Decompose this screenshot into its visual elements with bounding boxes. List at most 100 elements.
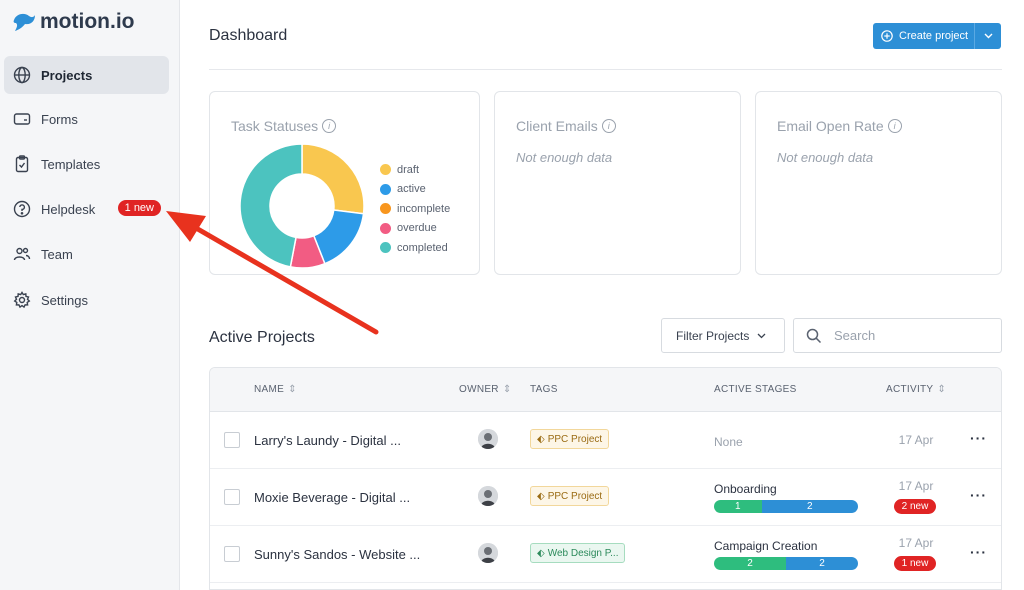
tag-icon: ⬖ <box>537 433 545 445</box>
sidebar-item-label: Settings <box>41 292 88 308</box>
tag-label: Web Design P... <box>547 547 619 559</box>
sidebar-item-settings[interactable]: Settings <box>4 281 169 319</box>
filter-projects-label: Filter Projects <box>676 328 750 343</box>
owner-avatar[interactable] <box>478 543 498 563</box>
card-title: Email Open Rate i <box>777 118 902 134</box>
column-label: ACTIVE STAGES <box>714 384 797 395</box>
card-title-text: Email Open Rate <box>777 118 884 134</box>
legend-swatch <box>380 164 391 176</box>
no-data-text: Not enough data <box>777 150 874 165</box>
legend-label: active <box>397 183 426 196</box>
more-options-icon[interactable]: ··· <box>970 544 987 560</box>
column-header-activity[interactable]: ACTIVITY ⇕ <box>886 384 946 395</box>
client-emails-card: Client Emails i Not enough data <box>494 91 741 275</box>
sort-icon: ⇕ <box>288 384 297 395</box>
info-icon[interactable]: i <box>322 119 337 133</box>
filter-projects-dropdown[interactable]: Filter Projects <box>661 318 785 353</box>
tag-label: PPC Project <box>547 490 603 502</box>
project-name[interactable]: Sunny's Sandos - Website ... <box>254 547 421 562</box>
row-checkbox[interactable] <box>224 489 240 505</box>
sidebar-item-templates[interactable]: Templates <box>4 145 169 183</box>
chevron-down-icon <box>984 33 992 39</box>
project-tag[interactable]: ⬖ PPC Project <box>530 486 610 506</box>
table-row[interactable]: Larry's Laundy - Digital ... ⬖ PPC Projec… <box>210 412 1001 469</box>
users-icon <box>13 247 31 261</box>
globe-icon <box>13 66 31 84</box>
column-header-owner[interactable]: OWNER ⇕ <box>459 384 512 395</box>
more-options-icon[interactable]: ··· <box>970 430 987 446</box>
no-data-text: Not enough data <box>516 150 613 165</box>
project-name[interactable]: Moxie Beverage - Digital ... <box>254 490 411 505</box>
stage-progress-bar: 1 2 <box>714 500 858 513</box>
sidebar-item-label: Forms <box>41 111 78 127</box>
legend-swatch <box>380 222 391 234</box>
main-content: Dashboard Create project Task Statuses i… <box>180 0 1024 590</box>
row-checkbox[interactable] <box>224 546 240 562</box>
legend-item-completed[interactable]: completed <box>380 238 450 258</box>
gear-icon <box>13 291 31 309</box>
create-project-main[interactable]: Create project <box>873 23 975 49</box>
donut-slice-completed[interactable] <box>240 144 303 268</box>
stage-segment-remaining: 2 <box>761 500 858 513</box>
table-row[interactable]: Moxie Beverage - Digital ... ⬖ PPC Projec… <box>210 469 1001 526</box>
active-stage: Onboarding <box>714 482 777 496</box>
search-box[interactable] <box>793 318 1002 353</box>
project-name[interactable]: Larry's Laundy - Digital ... <box>254 433 401 448</box>
owner-avatar[interactable] <box>478 486 498 506</box>
sort-icon: ⇕ <box>937 384 947 395</box>
search-input[interactable] <box>834 328 974 343</box>
activity-new-badge: 1 new <box>894 556 936 571</box>
row-checkbox[interactable] <box>224 432 240 448</box>
legend-item-active[interactable]: active <box>380 180 450 200</box>
column-header-name[interactable]: NAME ⇕ <box>254 384 297 395</box>
project-tag[interactable]: ⬖ PPC Project <box>530 429 610 449</box>
active-stage: Campaign Creation <box>714 539 818 553</box>
tag-label: PPC Project <box>547 433 603 445</box>
column-label: TAGS <box>530 384 558 395</box>
stage-segment-complete: 1 <box>714 500 762 513</box>
page-title: Dashboard <box>209 27 288 44</box>
logo[interactable]: motion.io <box>12 10 134 34</box>
stage-segment-remaining: 2 <box>786 557 858 570</box>
legend-swatch <box>380 242 391 254</box>
sidebar-item-projects[interactable]: Projects <box>4 56 169 94</box>
chevron-down-icon <box>757 333 766 338</box>
create-project-button[interactable]: Create project <box>873 23 1001 49</box>
sidebar-item-helpdesk[interactable]: Helpdesk 1 new <box>4 190 169 228</box>
sort-icon: ⇕ <box>502 384 512 395</box>
task-statuses-card: Task Statuses i draft active incomplete ove… <box>209 91 480 275</box>
donut-slice-draft[interactable] <box>301 144 364 215</box>
owner-avatar[interactable] <box>478 429 498 449</box>
sidebar-item-team[interactable]: Team <box>4 235 169 273</box>
task-status-donut <box>240 144 364 268</box>
avatar-image <box>478 429 498 449</box>
info-icon[interactable]: i <box>887 119 902 133</box>
table-header: NAME ⇕ OWNER ⇕ TAGS ACTIVE STAGES ACTIVITY… <box>210 368 1001 412</box>
card-title: Task Statuses i <box>231 118 337 134</box>
more-options-icon[interactable]: ··· <box>970 487 987 503</box>
table-row[interactable]: Sunny's Sandos - Website ... ⬖ Web Design… <box>210 526 1001 583</box>
sidebar-item-forms[interactable]: Forms <box>4 100 169 138</box>
legend-item-incomplete[interactable]: incomplete <box>380 199 450 219</box>
activity-date: 17 Apr <box>898 479 934 493</box>
activity-date: 17 Apr <box>898 536 934 550</box>
legend-item-draft[interactable]: draft <box>380 160 450 180</box>
tag-icon: ⬖ <box>537 490 545 502</box>
plus-circle-icon <box>881 30 893 42</box>
sidebar-item-label: Templates <box>41 156 101 172</box>
create-project-label: Create project <box>899 30 969 42</box>
logo-text: motion.io <box>40 10 135 33</box>
tag-icon: ⬖ <box>537 547 545 559</box>
create-project-dropdown[interactable] <box>975 23 1001 49</box>
helpdesk-new-badge: 1 new <box>117 200 161 216</box>
help-icon <box>13 200 31 218</box>
sidebar-item-label: Projects <box>41 67 93 83</box>
legend-label: incomplete <box>397 202 451 215</box>
project-tag[interactable]: ⬖ Web Design P... <box>530 543 626 563</box>
legend-item-overdue[interactable]: overdue <box>380 219 450 239</box>
sidebar-item-label: Helpdesk <box>41 201 96 217</box>
info-icon[interactable]: i <box>601 119 616 133</box>
stage-segment-complete: 2 <box>714 557 786 570</box>
card-title-text: Task Statuses <box>231 118 319 134</box>
legend-swatch <box>380 203 391 215</box>
